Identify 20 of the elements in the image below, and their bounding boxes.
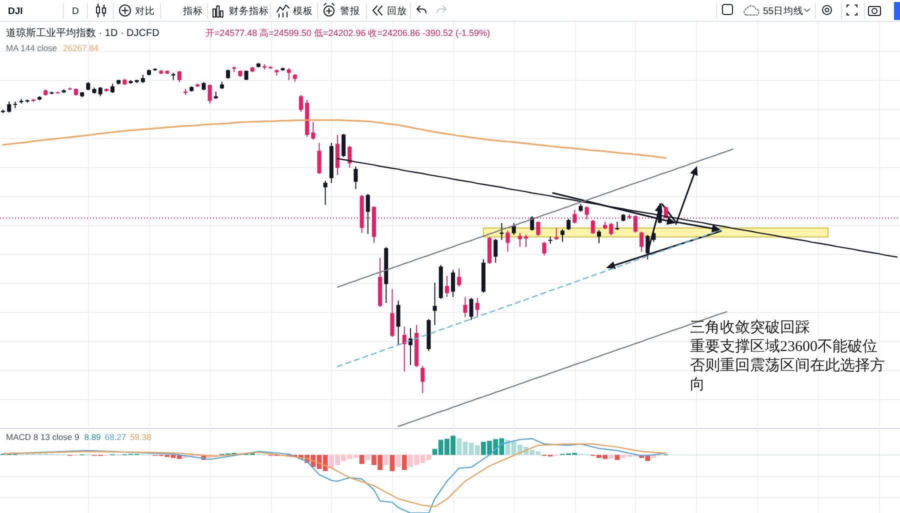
annotation: 重要支撑区域23600不能破位 xyxy=(690,338,878,355)
text: MA 144 close xyxy=(6,43,58,53)
text: D xyxy=(72,6,79,17)
text: 55日均线 xyxy=(763,5,804,17)
text: 回放 xyxy=(387,6,407,17)
annotation: 否则重回震荡区间在此选择方向 xyxy=(690,357,885,393)
text: 对比 xyxy=(135,5,155,17)
text: 模板 xyxy=(293,5,313,17)
chart-title: 道琼斯工业平均指数 · 1D · DJCFD xyxy=(6,27,160,39)
annotation: 三角收敛突破回踩 xyxy=(690,319,810,336)
annotation: 68.27 xyxy=(104,432,126,442)
text: 开=24577.48 高=24599.50 低=24202.96 收=24206.86 -390.52 (-1.59%) xyxy=(205,28,490,38)
text: 财务指标 xyxy=(229,5,269,17)
text: 26267.84 xyxy=(63,43,99,53)
text: 指标 xyxy=(182,5,203,17)
text: DJI xyxy=(8,6,23,17)
annotation: 59.38 xyxy=(130,432,152,442)
chart-title: MACD 8 13 close 9 xyxy=(6,432,80,442)
text: 警报 xyxy=(340,5,360,17)
annotation: 8.89 xyxy=(84,432,102,442)
